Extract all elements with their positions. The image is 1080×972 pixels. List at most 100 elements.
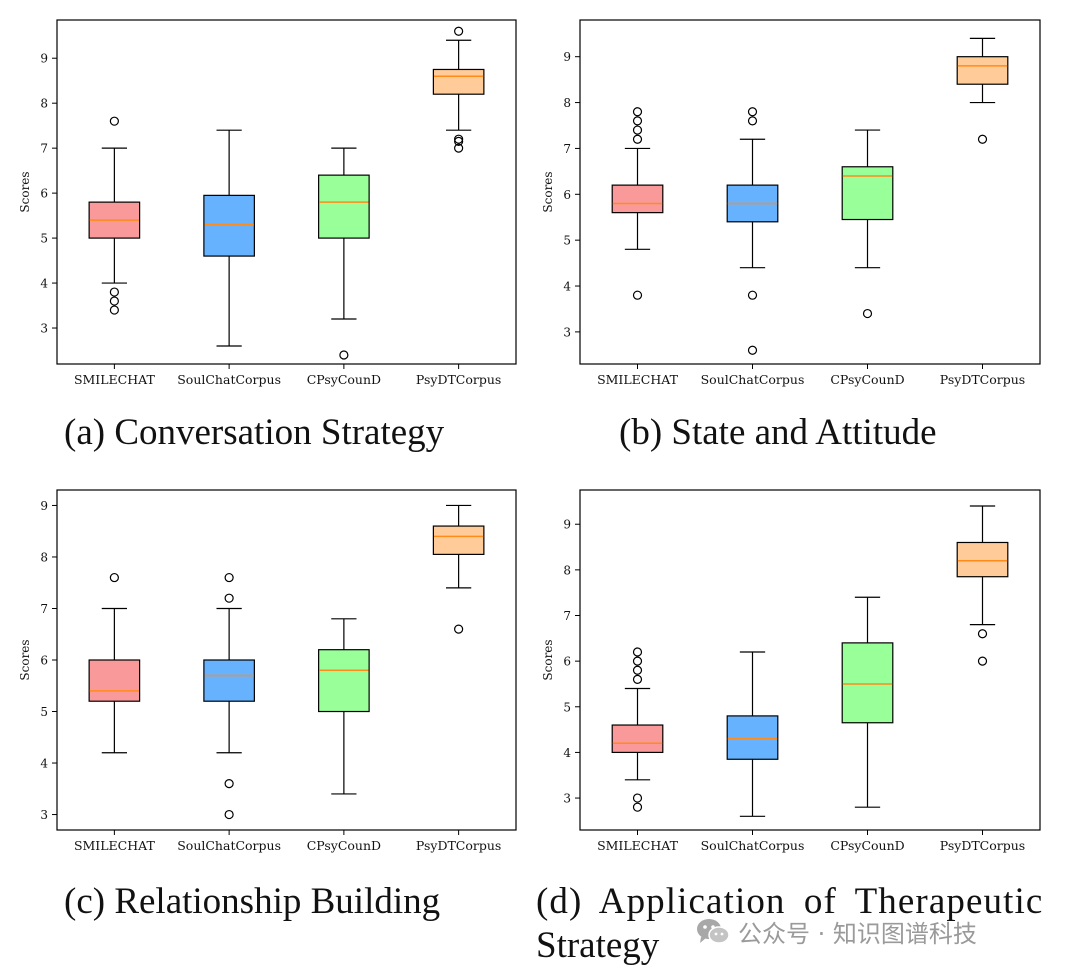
flier-a-psydtcorpus-2 (454, 134, 464, 144)
flier-c-soulchatcorpus-3 (224, 572, 234, 583)
x-tick-label-a-cpsycound: CPsyCounD (307, 372, 381, 387)
watermark-text: 公众号 · 知识图谱科技 (738, 920, 977, 948)
flier-b-smilechat-1 (632, 134, 643, 144)
y-tick-label-d-4: 4 (563, 746, 571, 760)
caption-a: (a) Conversation Strategy (64, 412, 445, 453)
flier-b-soulchatcorpus-2 (747, 116, 758, 126)
x-tick-label-a-soulchatcorpus: SoulChatCorpus (177, 372, 281, 387)
y-axis-label-a: Scores (18, 171, 32, 212)
axes-frame-b (579, 19, 1041, 365)
y-tick-label-c-7: 7 (40, 602, 48, 616)
y-tick-label-a-8: 8 (40, 97, 48, 111)
y-tick-label-c-9: 9 (40, 499, 48, 513)
x-tick-label-d-smilechat: SMILECHAT (597, 838, 679, 853)
flier-b-soulchatcorpus-3 (747, 107, 758, 117)
y-tick-label-c-6: 6 (40, 654, 48, 668)
box-d-soulchatcorpus (726, 715, 779, 760)
x-tick-label-b-smilechat: SMILECHAT (597, 372, 679, 387)
y-tick-label-d-3: 3 (563, 792, 571, 806)
box-c-soulchatcorpus (203, 659, 255, 702)
flier-b-soulchatcorpus-0 (747, 345, 758, 355)
flier-c-soulchatcorpus-1 (224, 779, 234, 789)
x-tick-label-c-soulchatcorpus: SoulChatCorpus (177, 838, 281, 853)
box-c-psydtcorpus (432, 525, 485, 555)
flier-b-smilechat-4 (632, 107, 643, 117)
watermark: 公众号 · 知识图谱科技 (696, 914, 977, 949)
x-tick-label-b-soulchatcorpus: SoulChatCorpus (701, 372, 805, 387)
y-tick-label-c-3: 3 (40, 808, 48, 822)
x-tick-label-b-cpsycound: CPsyCounD (830, 372, 904, 387)
y-axis-label-d: Scores (541, 639, 555, 680)
x-tick-label-a-psydtcorpus: PsyDTCorpus (416, 372, 501, 387)
chart-b: 3 4 5 6 7 8 9 Scores SMILECHAT SoulChatCorpus CPsy… (541, 19, 1041, 387)
x-tick-label-c-smilechat: SMILECHAT (74, 838, 156, 853)
flier-b-cpsycound-0 (862, 308, 873, 319)
y-tick-label-b-4: 4 (563, 280, 571, 294)
flier-c-soulchatcorpus-2 (224, 593, 234, 603)
y-axis-label-b: Scores (541, 171, 555, 212)
box-a-soulchatcorpus (203, 194, 255, 257)
x-tick-label-c-cpsycound: CPsyCounD (307, 838, 381, 853)
y-tick-label-d-7: 7 (563, 609, 571, 623)
y-tick-label-b-3: 3 (563, 325, 571, 339)
x-tick-label-d-cpsycound: CPsyCounD (830, 838, 904, 853)
axes-frame-d (579, 489, 1041, 831)
y-tick-label-c-4: 4 (40, 757, 48, 771)
y-tick-label-b-7: 7 (563, 142, 571, 156)
y-tick-label-a-5: 5 (40, 232, 48, 246)
x-tick-label-d-psydtcorpus: PsyDTCorpus (940, 838, 1025, 853)
y-tick-label-a-3: 3 (40, 322, 48, 336)
box-b-smilechat (611, 184, 664, 214)
y-tick-label-d-5: 5 (563, 700, 571, 714)
y-tick-label-b-8: 8 (563, 96, 571, 110)
flier-a-psydtcorpus-0 (454, 143, 464, 153)
y-tick-label-d-8: 8 (563, 563, 571, 577)
box-a-cpsycound (318, 174, 370, 239)
y-tick-label-d-9: 9 (563, 518, 571, 532)
flier-d-smilechat-0 (632, 802, 643, 812)
y-tick-label-a-9: 9 (40, 52, 48, 66)
y-tick-label-b-6: 6 (563, 188, 571, 202)
box-d-smilechat (611, 724, 664, 754)
box-d-cpsycound (841, 642, 894, 724)
y-tick-label-a-6: 6 (40, 187, 48, 201)
wechat-icon (697, 918, 730, 944)
y-axis-label-c: Scores (18, 639, 32, 680)
axes-frame-a (56, 19, 517, 365)
flier-d-smilechat-3 (632, 665, 643, 675)
flier-a-smilechat-3 (109, 116, 119, 126)
chart-a: 3 4 5 6 7 8 9 Scores SMILECHAT SoulChatCorpus CPsy… (18, 19, 517, 387)
y-tick-label-d-6: 6 (563, 655, 571, 669)
flier-b-smilechat-3 (632, 116, 643, 126)
caption-d-line2: Strategy (536, 925, 660, 966)
y-tick-label-a-7: 7 (40, 142, 48, 156)
flier-a-smilechat-1 (109, 296, 119, 306)
y-tick-label-a-4: 4 (40, 277, 48, 291)
flier-b-smilechat-0 (632, 290, 643, 300)
flier-c-smilechat-0 (109, 572, 119, 583)
flier-a-smilechat-0 (109, 305, 119, 315)
x-tick-label-d-soulchatcorpus: SoulChatCorpus (701, 838, 805, 853)
box-c-smilechat (88, 659, 141, 702)
chart-d: 3 4 5 6 7 8 9 Scores SMILECHAT SoulChatCorpus CPsy… (541, 489, 1041, 853)
flier-b-psydtcorpus-0 (977, 134, 988, 144)
flier-b-soulchatcorpus-1 (747, 290, 758, 300)
flier-d-smilechat-2 (632, 674, 643, 684)
y-tick-label-c-8: 8 (40, 550, 48, 564)
x-tick-label-b-psydtcorpus: PsyDTCorpus (940, 372, 1025, 387)
chart-c: 3 4 5 6 7 8 9 Scores SMILECHAT SoulChatCorpus CPsy… (18, 489, 517, 853)
flier-b-smilechat-2 (632, 125, 643, 135)
caption-d-line1: (d) Application of Therapeutic (536, 881, 1044, 922)
y-tick-label-c-5: 5 (40, 705, 48, 719)
flier-d-psydtcorpus-0 (977, 656, 988, 666)
flier-d-smilechat-5 (632, 647, 643, 657)
flier-c-psydtcorpus-0 (454, 624, 464, 634)
box-d-psydtcorpus (956, 541, 1009, 578)
y-tick-label-b-5: 5 (563, 234, 571, 248)
x-tick-label-c-psydtcorpus: PsyDTCorpus (416, 838, 501, 853)
flier-d-psydtcorpus-1 (977, 629, 988, 639)
box-a-psydtcorpus (432, 68, 485, 95)
flier-a-psydtcorpus-3 (454, 26, 464, 36)
box-c-cpsycound (318, 649, 370, 713)
